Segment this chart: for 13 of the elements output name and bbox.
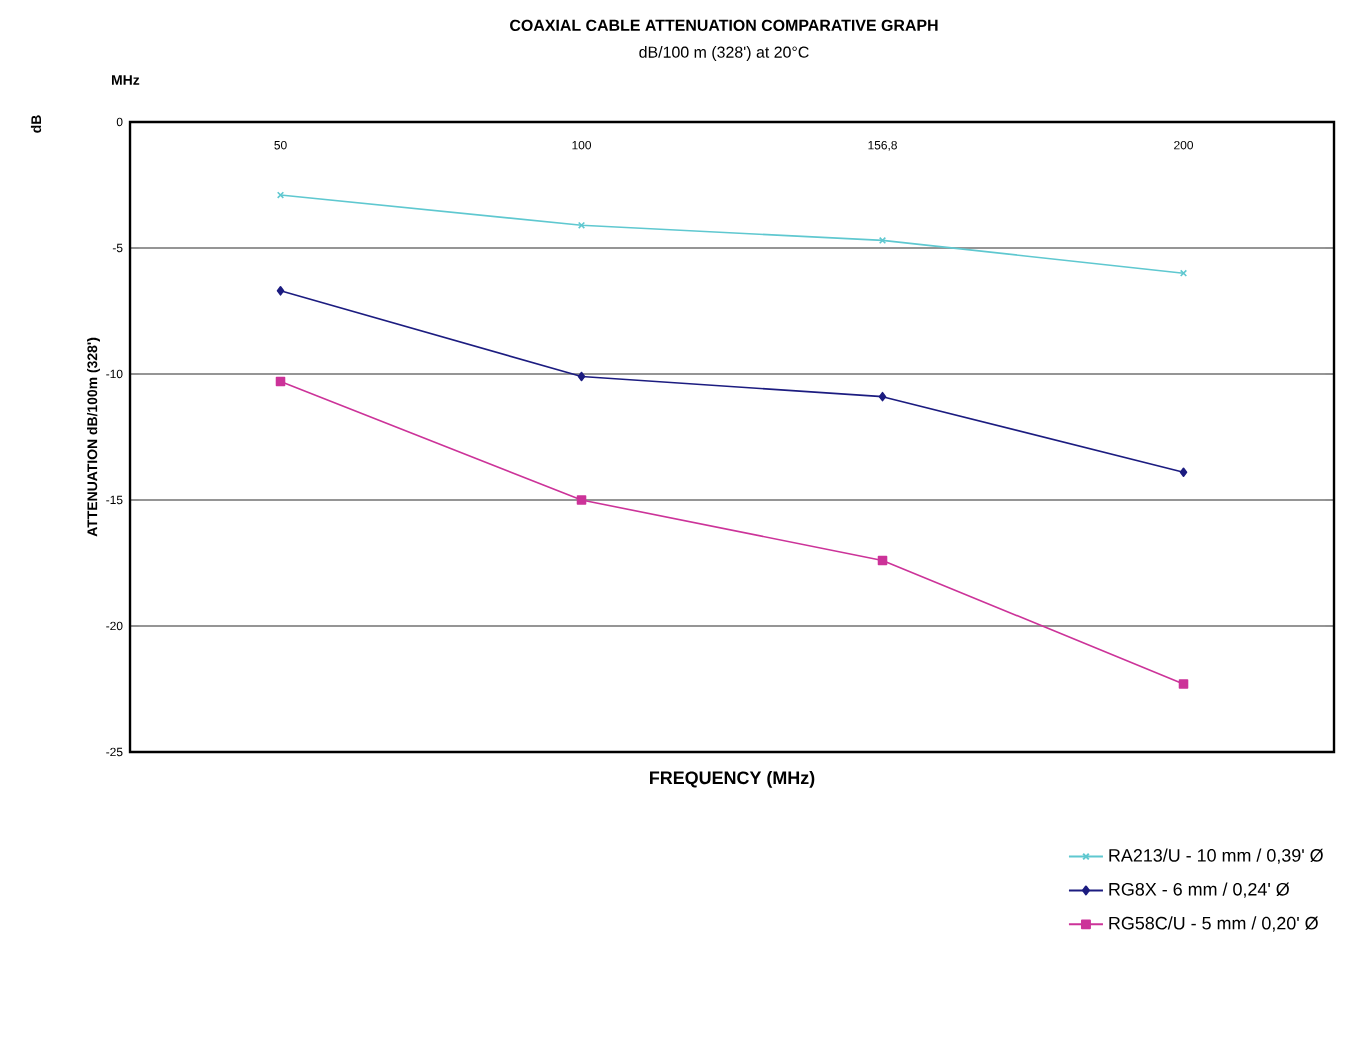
point [576, 495, 587, 505]
point [1178, 679, 1189, 689]
point [878, 391, 887, 402]
x-axis-title: FREQUENCY (MHz) [650, 770, 815, 788]
legend-label: RA213/U - 10 mm / 0,39' Ø [1109, 848, 1324, 864]
point [276, 286, 285, 296]
point [1179, 467, 1188, 478]
legend-label: RG58C/U - 5 mm / 0,20' Ø [1109, 916, 1319, 932]
legend-label: RG8X - 6 mm / 0,24' Ø [1109, 882, 1290, 898]
point [577, 371, 586, 382]
point [275, 376, 286, 387]
point [877, 555, 888, 566]
point [878, 236, 887, 245]
